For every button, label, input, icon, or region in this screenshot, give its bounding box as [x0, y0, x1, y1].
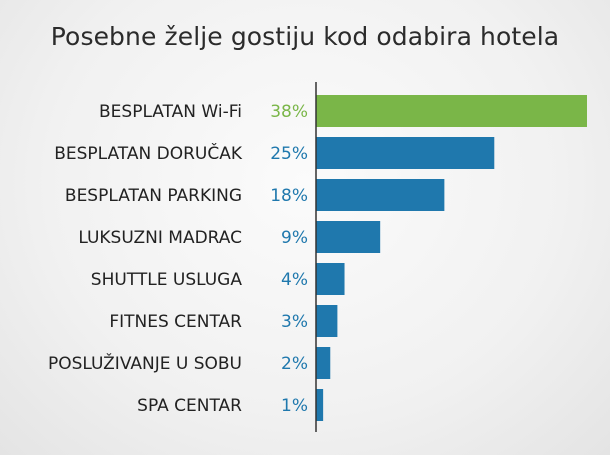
value-label: 18%	[270, 186, 308, 206]
category-label: LUKSUZNI MADRAC	[78, 228, 242, 248]
category-label: BESPLATAN DORUČAK	[54, 142, 243, 164]
category-label: FITNES CENTAR	[109, 312, 242, 332]
bar	[316, 305, 338, 337]
chart-title: Posebne želje gostiju kod odabira hotela	[50, 22, 560, 51]
value-label: 25%	[270, 144, 308, 164]
value-label: 2%	[281, 354, 308, 374]
bar	[316, 137, 495, 169]
value-label: 4%	[281, 270, 308, 290]
value-label: 38%	[270, 102, 308, 122]
value-label: 3%	[281, 312, 308, 332]
value-label: 9%	[281, 228, 308, 248]
bar	[316, 347, 331, 379]
category-label: BESPLATAN Wi-Fi	[99, 102, 242, 122]
bar	[316, 221, 381, 253]
category-label: SPA CENTAR	[137, 396, 242, 416]
value-label: 1%	[281, 396, 308, 416]
bar	[316, 179, 445, 211]
category-label: POSLUŽIVANJE U SOBU	[48, 352, 242, 374]
category-label: BESPLATAN PARKING	[65, 186, 242, 206]
bar	[316, 389, 324, 421]
category-label: SHUTTLE USLUGA	[91, 270, 243, 290]
bar	[316, 263, 345, 295]
bar	[316, 95, 587, 127]
